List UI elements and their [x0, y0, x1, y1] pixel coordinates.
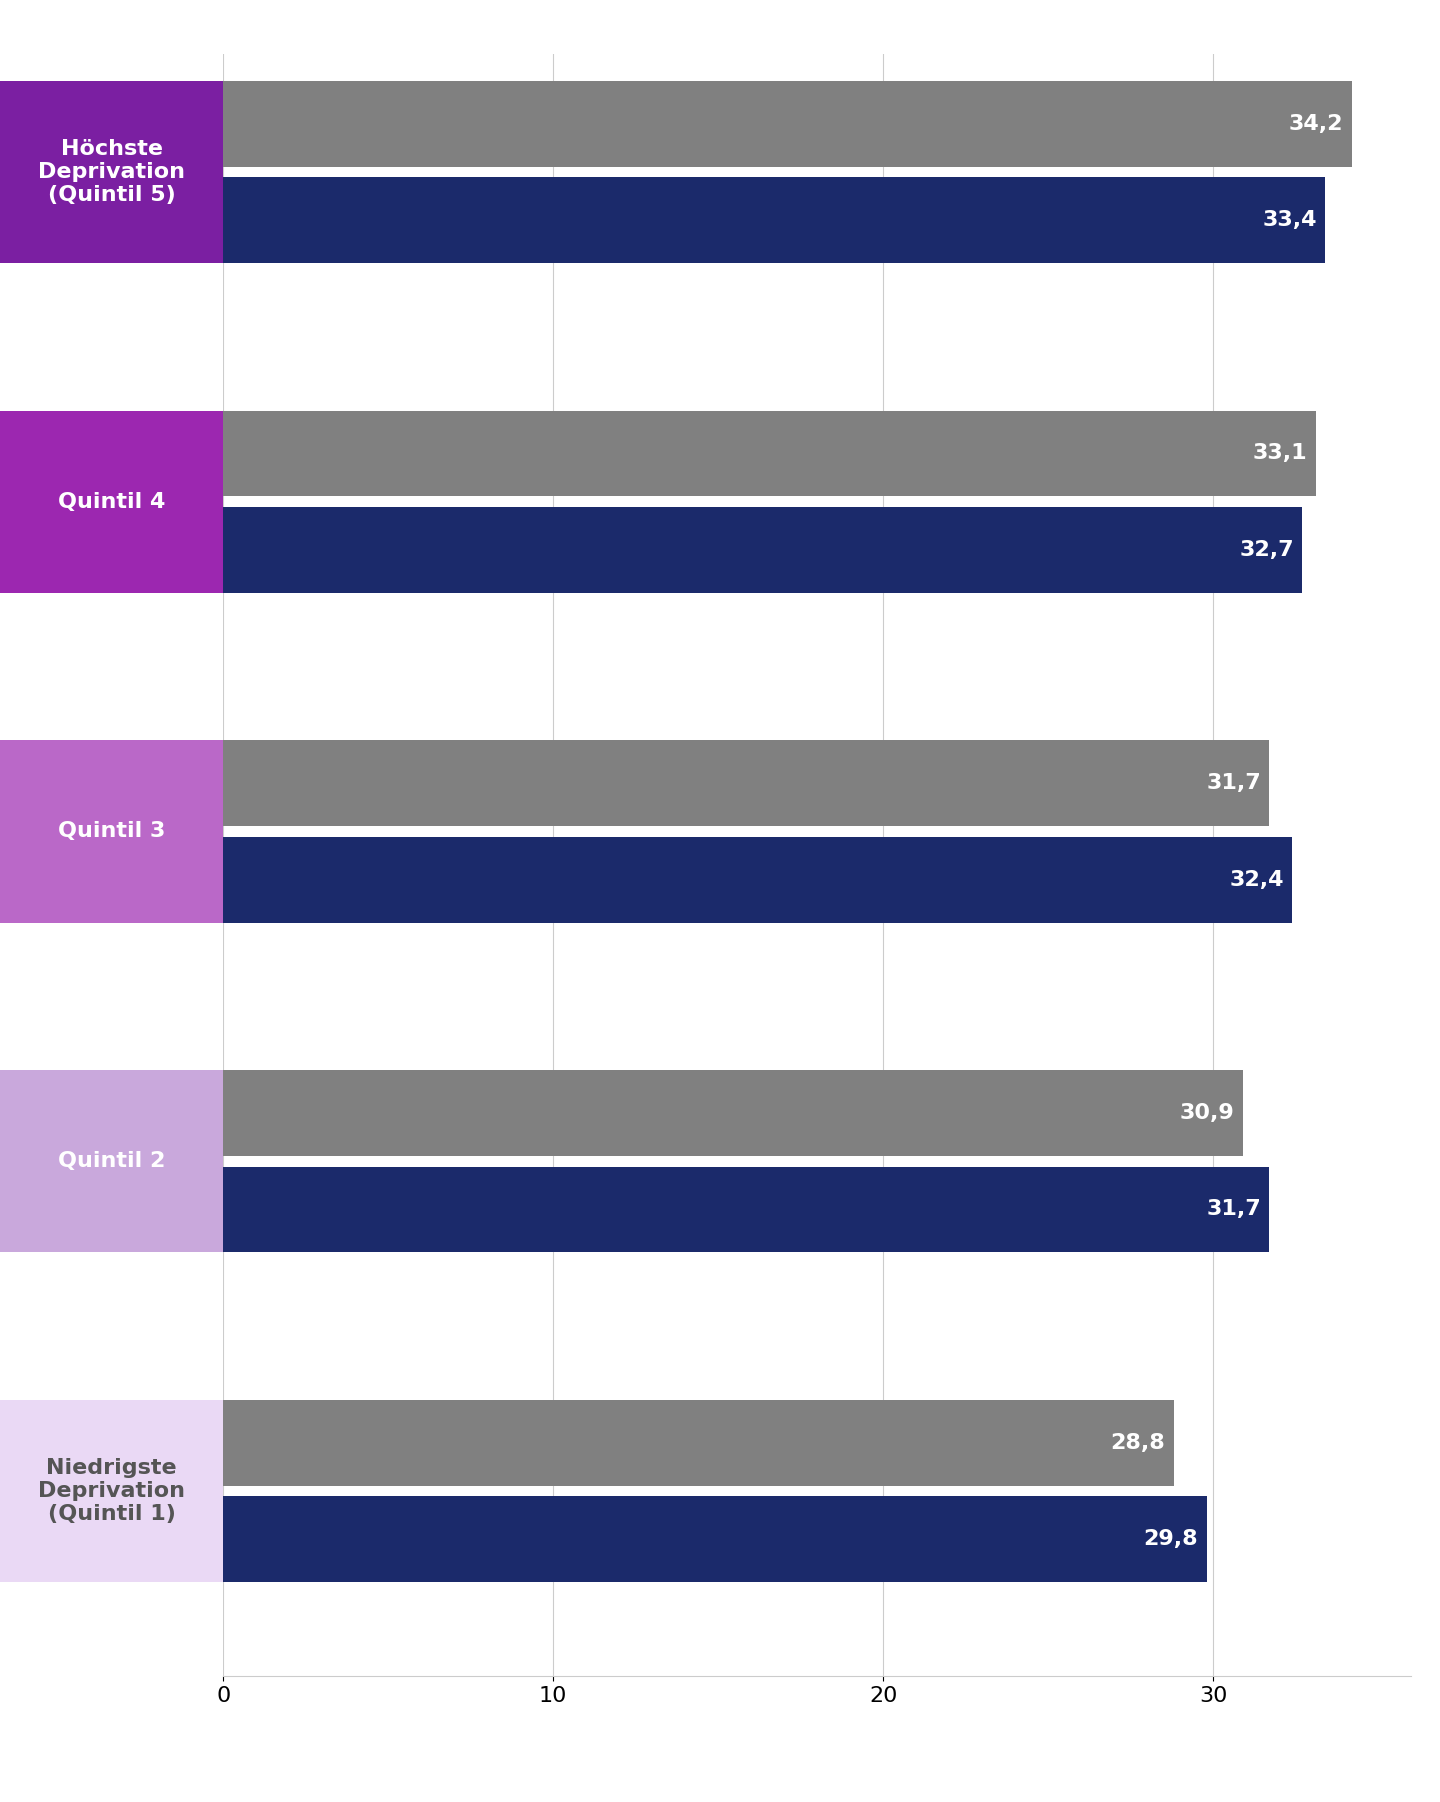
Text: 29,8: 29,8 [1143, 1530, 1198, 1550]
Text: 30,9: 30,9 [1179, 1103, 1234, 1123]
Bar [223, 1166, 1269, 1252]
Text: 28,8: 28,8 [1110, 1433, 1165, 1452]
Text: 32,4: 32,4 [1230, 870, 1284, 890]
Bar [223, 1496, 1207, 1582]
Text: Quintil 3: Quintil 3 [58, 822, 166, 842]
Text: Quintil 2: Quintil 2 [58, 1151, 166, 1171]
Text: Niedrigste
Deprivation
(Quintil 1): Niedrigste Deprivation (Quintil 1) [37, 1458, 186, 1524]
Text: 33,4: 33,4 [1263, 211, 1318, 231]
Text: 34,2: 34,2 [1289, 114, 1344, 133]
Bar [223, 741, 1269, 825]
Text: 31,7: 31,7 [1207, 1200, 1261, 1220]
Text: 33,1: 33,1 [1253, 443, 1308, 463]
Bar [223, 836, 1293, 923]
Text: Quintil 4: Quintil 4 [58, 492, 166, 512]
Text: Höchste
Deprivation
(Quintil 5): Höchste Deprivation (Quintil 5) [37, 139, 186, 205]
Text: 32,7: 32,7 [1240, 541, 1295, 560]
Bar [223, 1400, 1174, 1485]
Bar [223, 177, 1325, 263]
Bar [223, 81, 1352, 166]
Bar [223, 411, 1316, 496]
Bar [223, 506, 1302, 593]
Bar [223, 1070, 1243, 1155]
Text: 31,7: 31,7 [1207, 773, 1261, 793]
